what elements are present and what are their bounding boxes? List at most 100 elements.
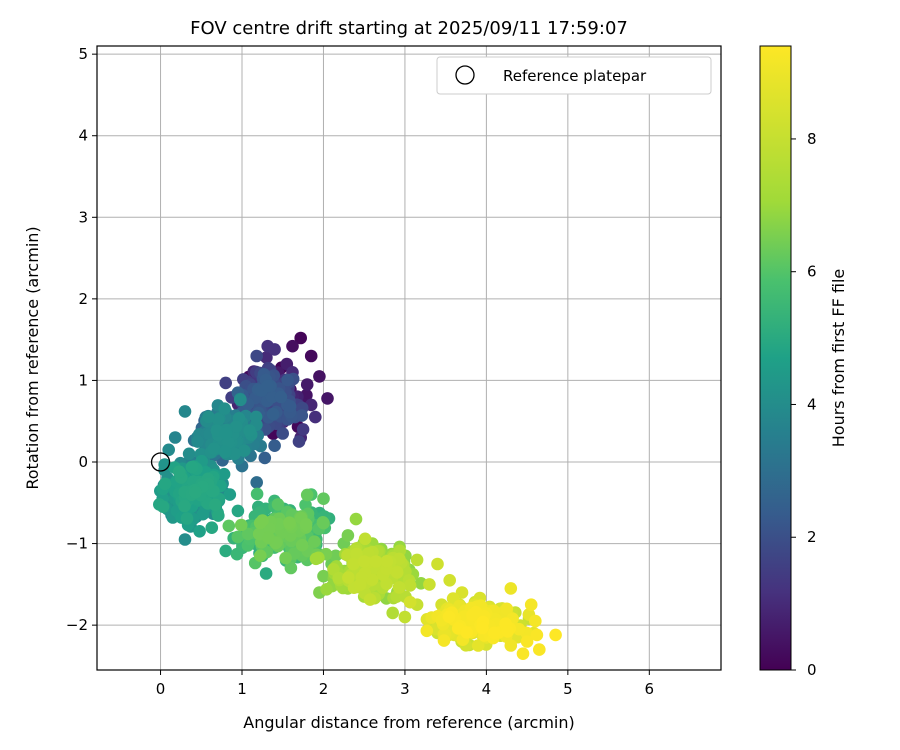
scatter-point <box>178 405 192 418</box>
scatter-point <box>295 409 309 422</box>
x-tick-label: 1 <box>237 680 247 698</box>
scatter-point <box>266 407 280 421</box>
scatter-point <box>350 547 363 561</box>
x-tick-label: 0 <box>156 680 166 698</box>
scatter-point <box>207 442 221 456</box>
scatter-point <box>168 431 182 444</box>
colorbar-tick-label: 4 <box>807 395 817 413</box>
scatter-point <box>250 476 263 489</box>
scatter-point <box>258 451 272 465</box>
scatter-point <box>504 639 518 652</box>
scatter-point <box>178 533 192 546</box>
scatter-point <box>520 635 534 648</box>
scatter-point <box>524 598 538 611</box>
scatter-point <box>286 339 299 353</box>
scatter-point <box>274 390 288 404</box>
scatter-point <box>281 373 295 387</box>
scatter-point <box>304 349 318 363</box>
scatter-point <box>182 447 196 461</box>
scatter-point <box>191 435 204 448</box>
scatter-point <box>309 552 323 566</box>
x-tick-label: 3 <box>400 680 410 698</box>
scatter-point <box>261 379 275 393</box>
y-tick-label: 2 <box>78 290 88 308</box>
scatter-point <box>431 557 444 571</box>
colorbar-gradient <box>759 45 792 671</box>
scatter-point <box>185 460 199 474</box>
scatter-point <box>209 498 222 512</box>
scatter-point <box>243 424 256 437</box>
y-axis-ticks: −2 −1 0 1 2 3 4 5 <box>66 45 97 634</box>
scatter-point <box>442 610 456 623</box>
y-tick-label: 5 <box>78 45 88 63</box>
scatter-point <box>283 399 297 413</box>
scatter-point <box>358 555 371 568</box>
scatter-point <box>219 544 232 558</box>
scatter-point <box>234 393 247 407</box>
scatter-point <box>237 444 251 458</box>
scatter-point <box>205 521 219 534</box>
chart-title: FOV centre drift starting at 2025/09/11 … <box>190 18 628 39</box>
legend: Reference platepar <box>436 56 712 95</box>
scatter-point <box>460 626 474 639</box>
scatter-points <box>153 331 562 660</box>
x-tick-label: 4 <box>482 680 492 698</box>
scatter-point <box>347 557 360 571</box>
scatter-point <box>300 488 314 502</box>
scatter-point <box>516 647 530 660</box>
scatter-point <box>193 525 206 538</box>
scatter-point <box>443 574 457 587</box>
scatter-point <box>253 549 267 562</box>
y-tick-label: 3 <box>78 208 88 226</box>
scatter-point <box>172 465 186 479</box>
scatter-point <box>353 578 367 591</box>
scatter-point <box>228 447 241 461</box>
scatter-point <box>313 370 326 383</box>
scatter-point <box>423 578 436 591</box>
scatter-point <box>476 621 489 635</box>
scatter-point <box>349 512 363 526</box>
reference-marker <box>150 452 171 472</box>
reference-platepar-marker <box>150 452 171 472</box>
y-axis-label: Rotation from reference (arcmin) <box>23 226 42 489</box>
scatter-point <box>268 439 281 453</box>
scatter-point <box>309 410 322 424</box>
scatter-point <box>222 519 236 533</box>
scatter-point <box>386 606 400 620</box>
scatter-point <box>455 586 469 599</box>
scatter-point <box>249 410 263 424</box>
scatter-point <box>259 567 273 580</box>
scatter-point <box>250 349 263 363</box>
scatter-point <box>530 628 544 642</box>
scatter-point <box>230 420 243 433</box>
scatter-point <box>279 551 292 565</box>
scatter-point <box>500 602 514 616</box>
scatter-point <box>393 581 406 594</box>
scatter-point <box>223 488 237 501</box>
scatter-point <box>410 553 424 567</box>
scatter-point <box>212 509 225 522</box>
scatter-point <box>202 410 215 424</box>
scatter-point <box>217 467 231 481</box>
scatter-point <box>320 583 333 596</box>
scatter-point <box>265 390 279 404</box>
scatter-point <box>218 445 232 459</box>
scatter-point <box>162 443 175 457</box>
x-tick-label: 5 <box>563 680 573 698</box>
colorbar-label: Hours from first FF file <box>829 269 848 448</box>
plot-frame <box>96 45 722 671</box>
scatter-point <box>271 498 285 511</box>
scatter-point <box>234 518 248 532</box>
scatter-point <box>420 624 434 638</box>
scatter-point <box>189 485 202 499</box>
scatter-point <box>219 427 233 440</box>
colorbar-ticks: 0 2 4 6 8 <box>791 130 817 679</box>
scatter-point <box>296 423 310 436</box>
scatter-point <box>250 487 264 501</box>
y-tick-label: −1 <box>66 535 88 553</box>
colorbar-tick-label: 2 <box>807 528 817 546</box>
scatter-point <box>295 538 309 552</box>
scatter-point <box>262 531 275 544</box>
y-tick-label: 1 <box>78 371 88 389</box>
